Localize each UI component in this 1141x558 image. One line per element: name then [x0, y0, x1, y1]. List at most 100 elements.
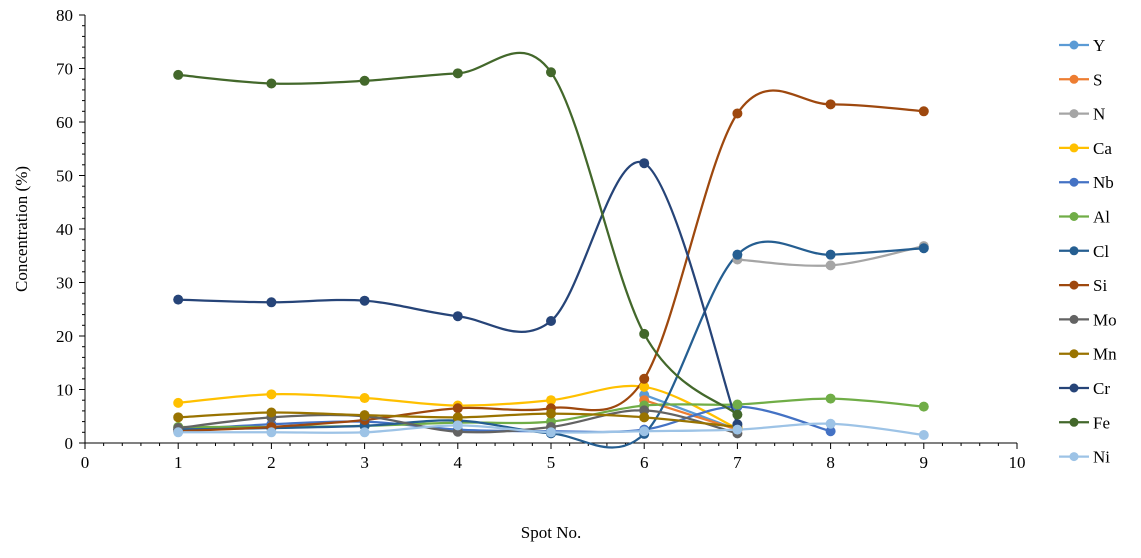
y-tick-label: 20 — [56, 327, 73, 346]
data-point-ca — [173, 397, 184, 408]
legend-label-fe: Fe — [1093, 413, 1110, 432]
series-line-s — [643, 399, 738, 431]
legend-item-si: Si — [1059, 276, 1107, 295]
legend-swatch-marker — [1069, 349, 1079, 359]
data-point-ca — [266, 389, 277, 400]
legend-label-y: Y — [1093, 36, 1105, 55]
x-tick-label: 6 — [640, 453, 649, 472]
legend-label-si: Si — [1093, 276, 1107, 295]
data-point-fe — [639, 328, 650, 339]
series-line-cl — [178, 240, 924, 449]
legend-item-n: N — [1059, 105, 1105, 124]
x-tick-label: 2 — [267, 453, 276, 472]
legend-label-cr: Cr — [1093, 379, 1110, 398]
y-tick-label: 60 — [56, 113, 73, 132]
legend-item-ni: Ni — [1059, 448, 1110, 467]
legend-item-mn: Mn — [1059, 345, 1117, 364]
data-point-mn — [452, 412, 463, 423]
data-point-si — [639, 373, 650, 384]
series-line-cr — [178, 160, 739, 425]
x-tick-label: 7 — [733, 453, 742, 472]
data-point-ni — [173, 427, 184, 438]
data-point-ca — [546, 395, 556, 406]
data-point-ni — [359, 427, 370, 438]
x-tick-label: 10 — [1009, 453, 1026, 472]
legend-swatch-marker — [1069, 246, 1079, 256]
y-tick-label: 70 — [56, 60, 73, 79]
series-points — [173, 67, 929, 440]
legend-item-fe: Fe — [1059, 413, 1110, 432]
data-point-ni — [918, 429, 929, 440]
data-point-fe — [452, 68, 463, 79]
legend-item-al: Al — [1059, 208, 1110, 227]
legend-swatch-marker — [1069, 177, 1079, 187]
data-point-cl — [732, 249, 743, 260]
data-point-cr — [173, 294, 184, 305]
data-point-cr — [452, 311, 463, 322]
data-point-ni — [732, 424, 743, 435]
legend-swatch-marker — [1069, 212, 1079, 221]
x-tick-label: 5 — [547, 453, 556, 472]
legend-label-n: N — [1093, 105, 1105, 124]
legend-label-nb: Nb — [1093, 173, 1114, 192]
data-point-cr — [266, 297, 277, 308]
data-point-si — [452, 403, 463, 414]
data-point-mn — [266, 407, 277, 418]
legend-swatch-marker — [1069, 280, 1079, 290]
data-point-n — [825, 260, 836, 271]
y-tick-label: 50 — [56, 167, 73, 186]
legend-label-cl: Cl — [1093, 242, 1109, 261]
data-point-ni — [266, 427, 277, 438]
legend-swatch-marker — [1069, 383, 1079, 393]
x-tick-label: 0 — [81, 453, 90, 472]
legend-swatch-marker — [1069, 314, 1079, 324]
legend-swatch-marker — [1069, 143, 1079, 153]
data-point-al — [825, 393, 836, 404]
data-point-ca — [359, 393, 370, 404]
legend-item-cr: Cr — [1059, 379, 1110, 398]
series-line-si — [178, 89, 924, 433]
data-point-cl — [918, 243, 929, 254]
data-point-mn — [639, 412, 650, 423]
data-point-mn — [546, 408, 556, 419]
data-point-cr — [359, 295, 370, 306]
legend-item-mo: Mo — [1059, 310, 1117, 329]
legend-label-ca: Ca — [1093, 139, 1112, 158]
data-point-si — [732, 108, 743, 119]
x-axis-title: Spot No. — [521, 523, 581, 542]
legend-swatch-marker — [1069, 74, 1079, 84]
x-tick-label: 9 — [920, 453, 929, 472]
legend-swatch-marker — [1069, 417, 1079, 427]
legend-label-mo: Mo — [1093, 310, 1117, 329]
x-tick-label: 4 — [454, 453, 463, 472]
legend-swatch-marker — [1069, 452, 1079, 462]
legend-item-y: Y — [1059, 36, 1105, 55]
data-point-al — [732, 399, 743, 410]
data-point-fe — [173, 69, 184, 80]
y-tick-label: 40 — [56, 220, 73, 239]
data-point-ni — [546, 427, 556, 438]
x-tick-label: 3 — [360, 453, 369, 472]
y-tick-label: 10 — [56, 381, 73, 400]
data-point-nb — [825, 426, 836, 437]
legend-label-mn: Mn — [1093, 345, 1117, 364]
data-point-ca — [639, 381, 650, 392]
legend: YSN Ca Nb Al Cl Si Mo Mn Cr Fe Ni — [1059, 36, 1117, 467]
y-axis-title: Concentration (%) — [12, 166, 31, 292]
axes: 0 10 20 30 40 50 60 70 80 0 1 2 3 4 5 6 7 8 9 10 — [56, 6, 1026, 472]
legend-item-nb: Nb — [1059, 173, 1114, 192]
x-tick-label: 1 — [174, 453, 183, 472]
legend-item-cl: Cl — [1059, 242, 1109, 261]
data-point-cr — [546, 316, 556, 327]
legend-item-s: S — [1059, 70, 1102, 89]
legend-item-ca: Ca — [1059, 139, 1112, 158]
x-tick-label: 8 — [826, 453, 835, 472]
data-point-ni — [639, 426, 650, 437]
data-point-mo — [639, 405, 650, 416]
y-tick-label: 80 — [56, 6, 73, 25]
data-point-fe — [359, 75, 370, 86]
legend-swatch-marker — [1069, 109, 1079, 119]
data-point-al — [918, 401, 929, 412]
legend-swatch-marker — [1069, 40, 1079, 50]
